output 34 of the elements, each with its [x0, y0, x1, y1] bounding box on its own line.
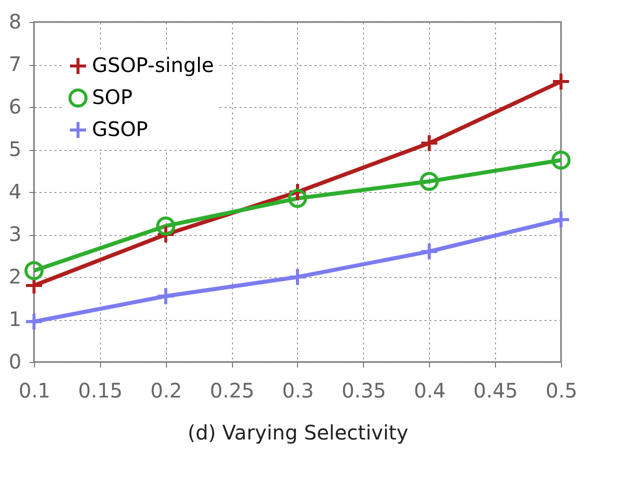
- point: [420, 172, 439, 191]
- y-tick-label: 2: [8, 264, 22, 288]
- point: [24, 261, 44, 280]
- y-tick-label: 8: [8, 10, 22, 34]
- x-tick-label: 0.45: [473, 378, 518, 402]
- point: [288, 267, 308, 287]
- point: [420, 242, 439, 262]
- y-tick-label: 5: [8, 137, 22, 161]
- x-tick-label: 0.5: [546, 378, 578, 402]
- point: [420, 134, 439, 153]
- point: [156, 286, 176, 306]
- point: [156, 216, 176, 236]
- y-tick-label: 3: [8, 222, 22, 246]
- point: [24, 312, 44, 332]
- legend-label: SOP: [92, 85, 132, 109]
- x-tick-label: 0.15: [78, 378, 123, 402]
- y-tick-label: 0: [8, 350, 22, 374]
- point: [551, 72, 571, 92]
- y-tick-label: 6: [8, 94, 22, 118]
- x-tick-label: 0.1: [18, 378, 50, 402]
- x-tick-label: 0.3: [282, 378, 314, 402]
- x-tick-label: 0.2: [150, 378, 182, 402]
- y-tick-label: 1: [8, 307, 22, 331]
- y-tick-label: 7: [8, 52, 22, 76]
- point: [288, 188, 308, 208]
- legend-label: GSOP-single: [92, 53, 214, 77]
- x-tick-label: 0.25: [210, 378, 254, 402]
- y-tick-label: 4: [8, 180, 22, 204]
- x-axis-title: (d) Varying Selectivity: [188, 420, 409, 444]
- point: [551, 150, 571, 170]
- legend-label: GSOP: [92, 117, 148, 141]
- point: [551, 210, 571, 230]
- x-tick-label: 0.35: [342, 378, 386, 402]
- x-tick-label: 0.4: [414, 378, 446, 402]
